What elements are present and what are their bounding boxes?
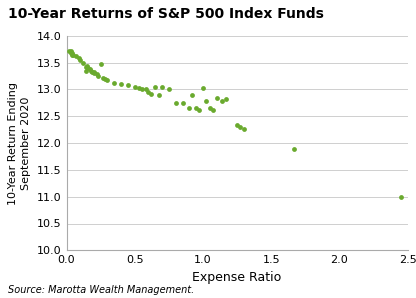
Point <box>111 80 118 85</box>
Point <box>166 87 172 92</box>
Point <box>77 58 84 62</box>
Point <box>76 56 82 61</box>
Point <box>93 72 100 77</box>
Y-axis label: 10-Year Return Ending
September 2020: 10-Year Return Ending September 2020 <box>8 82 31 204</box>
Point <box>196 107 202 112</box>
Point <box>88 68 94 73</box>
Point <box>70 52 77 57</box>
Point <box>125 83 131 88</box>
Point <box>94 74 101 78</box>
Point <box>85 66 92 70</box>
Point <box>240 127 247 131</box>
Point <box>213 96 220 100</box>
Point <box>89 69 96 74</box>
Point <box>209 107 216 112</box>
Point <box>159 84 166 89</box>
Point <box>136 86 142 90</box>
Point <box>237 125 243 129</box>
Point <box>87 67 93 72</box>
Point <box>189 92 196 97</box>
Point <box>97 61 104 66</box>
Point <box>100 75 107 80</box>
Point <box>223 96 230 101</box>
Point <box>148 91 154 96</box>
Point <box>138 87 145 92</box>
Point <box>152 84 158 89</box>
Point <box>398 194 404 199</box>
Point <box>79 60 86 65</box>
Point <box>145 90 152 94</box>
Point <box>156 92 163 97</box>
Point <box>186 106 193 111</box>
Point <box>91 70 97 74</box>
Point <box>219 99 225 104</box>
Point <box>84 64 90 69</box>
Point <box>118 82 124 86</box>
Point <box>203 99 209 104</box>
Point <box>206 106 213 111</box>
Point <box>102 76 108 81</box>
Point <box>73 54 79 58</box>
Point <box>193 106 200 111</box>
Point <box>131 84 138 89</box>
Point <box>69 52 75 57</box>
Text: 10-Year Returns of S&P 500 Index Funds: 10-Year Returns of S&P 500 Index Funds <box>8 7 324 21</box>
X-axis label: Expense Ratio: Expense Ratio <box>193 271 282 284</box>
Point <box>234 123 240 128</box>
Point <box>142 87 149 92</box>
Point <box>67 51 74 55</box>
Point <box>179 100 186 105</box>
Point <box>67 48 74 53</box>
Point <box>200 86 206 91</box>
Point <box>82 64 89 69</box>
Point <box>104 77 111 82</box>
Point <box>91 71 97 76</box>
Point <box>172 100 179 105</box>
Text: Source: Marotta Wealth Management.: Source: Marotta Wealth Management. <box>8 285 195 295</box>
Point <box>66 48 73 53</box>
Point <box>69 51 75 55</box>
Point <box>291 147 298 152</box>
Point <box>82 68 89 73</box>
